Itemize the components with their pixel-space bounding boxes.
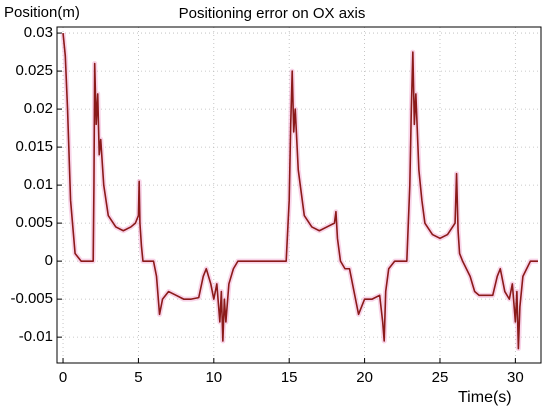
- y-tick-label: 0.015: [15, 138, 53, 155]
- x-tick-label: 25: [432, 369, 449, 386]
- y-tick-label: 0.025: [15, 62, 53, 79]
- y-tick-label: -0.01: [19, 328, 53, 345]
- y-axis-label: Position(m): [4, 4, 80, 21]
- x-tick-label: 5: [134, 369, 142, 386]
- y-tick-label: -0.005: [10, 290, 53, 307]
- y-tick-label: 0.005: [15, 214, 53, 231]
- x-tick-label: 15: [281, 369, 298, 386]
- data-line: [62, 33, 538, 350]
- plot-frame: [56, 26, 542, 364]
- x-tick-label: 30: [507, 369, 524, 386]
- y-tick-label: 0: [45, 252, 53, 269]
- y-tick-label: 0.02: [24, 100, 53, 117]
- y-tick-label: 0.03: [24, 24, 53, 41]
- x-tick-label: 20: [356, 369, 373, 386]
- x-tick-label: 10: [205, 369, 222, 386]
- chart-title: Positioning error on OX axis: [179, 5, 366, 22]
- y-tick-label: 0.01: [24, 176, 53, 193]
- x-axis-label: Time(s): [458, 389, 512, 406]
- x-tick-label: 0: [59, 369, 67, 386]
